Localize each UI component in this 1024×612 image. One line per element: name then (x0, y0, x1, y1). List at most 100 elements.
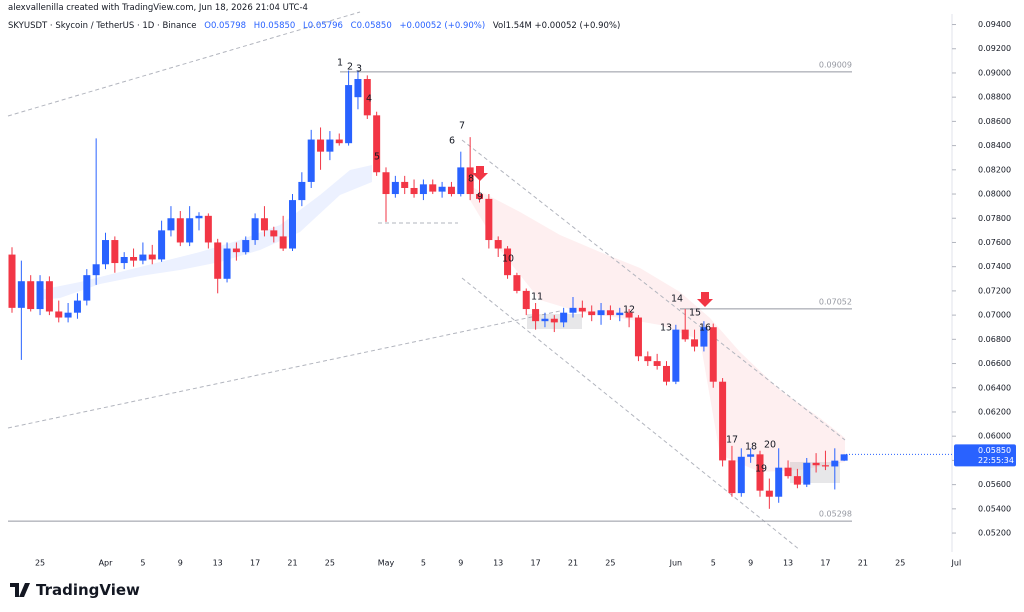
x-tick-label: 25 (325, 559, 335, 568)
candle-body (700, 327, 708, 347)
candle-body (476, 194, 483, 199)
candle-body (840, 454, 848, 461)
x-tick-label: 13 (783, 559, 793, 568)
y-tick-label: 0.07800 (978, 214, 1011, 223)
candle-body (326, 139, 334, 152)
wave-label: 2 (347, 62, 353, 73)
candle-body (681, 329, 689, 340)
candle-body (504, 248, 512, 276)
y-tick-label: 0.05400 (978, 504, 1011, 513)
candle-body (373, 115, 381, 173)
x-tick-label: May (378, 559, 395, 568)
x-tick-label: 13 (493, 559, 503, 568)
wave-label: 5 (374, 152, 380, 163)
channel-line (461, 277, 801, 551)
candle-body (73, 300, 81, 313)
x-tick-label: 5 (421, 559, 426, 568)
symbol: SKYUSDT · Skycoin / TetherUS · 1D · Bina… (8, 21, 197, 31)
y-tick-label: 0.07600 (978, 238, 1011, 247)
candle-body (513, 275, 521, 291)
candle-body (653, 361, 661, 366)
candle-body (541, 318, 549, 322)
x-tick-label: 9 (458, 559, 463, 568)
candle-body (606, 310, 614, 316)
trendline (7, 11, 361, 117)
plot-area (6, 14, 952, 552)
y-tick-label: 0.07000 (978, 311, 1011, 320)
level-label: 0.09009 (819, 60, 852, 69)
candle-body (307, 139, 315, 182)
candle-body (560, 312, 568, 323)
wave-label: 16 (699, 323, 711, 334)
candle-body (485, 198, 493, 241)
x-tick-label: Jul (951, 559, 962, 568)
candle-body (176, 218, 184, 243)
y-tick-label: 0.06800 (978, 335, 1011, 344)
y-tick-label: 0.08800 (978, 93, 1011, 102)
level-label: 0.05298 (819, 510, 852, 519)
candle-body (803, 462, 811, 485)
candle-body (130, 256, 138, 261)
x-tick-label: Jun (669, 559, 683, 568)
candle-body (597, 310, 605, 316)
candle-body (363, 79, 371, 116)
y-tick-label: 0.09000 (978, 68, 1011, 77)
candle-body (317, 139, 325, 152)
y-tick-label: 0.06000 (978, 432, 1011, 441)
candle-body (55, 311, 63, 318)
ohlc-value: H0.05850 (253, 21, 296, 31)
candle-body (691, 339, 699, 347)
candle-body (494, 240, 502, 249)
candle-body (17, 281, 25, 308)
wave-label: 10 (502, 254, 514, 265)
x-tick-label: 5 (140, 559, 145, 568)
ohlc-value: O0.05798 (204, 21, 247, 31)
y-tick-label: 0.06400 (978, 383, 1011, 392)
y-tick-label: 0.09200 (978, 44, 1011, 53)
candle-body (457, 167, 465, 195)
x-tick-label: 17 (531, 559, 541, 568)
candle-body (36, 281, 44, 310)
x-tick-label: 21 (858, 559, 868, 568)
legend: SKYUSDT · Skycoin / TetherUS · 1D · Bina… (8, 21, 625, 31)
candle-body (812, 462, 820, 466)
candle-body (634, 317, 642, 357)
brand: TradingView (10, 581, 140, 599)
x-tick-label: 25 (605, 559, 615, 568)
arrow (697, 292, 713, 307)
candle-body (251, 218, 259, 241)
candle-body (382, 172, 390, 195)
candle-body (232, 248, 240, 253)
candle-body (756, 454, 764, 491)
candle-body (765, 490, 773, 497)
candle-body (120, 256, 128, 264)
y-tick-label: 0.08400 (978, 141, 1011, 150)
y-tick-label: 0.09400 (978, 20, 1011, 29)
ohlc-value: C0.05850 (350, 21, 392, 31)
candle-body (102, 240, 109, 265)
candle-body (737, 456, 745, 494)
y-tick-label: 0.05600 (978, 480, 1011, 489)
countdown: 22:55:34 (978, 456, 1014, 465)
candle-body (167, 218, 175, 231)
candle-body (569, 307, 577, 313)
y-tick-label: 0.08600 (978, 117, 1011, 126)
candle-body (391, 181, 399, 195)
candle-body (45, 281, 53, 312)
candle-body (747, 454, 755, 457)
x-tick-label: 21 (287, 559, 297, 568)
wave-label: 7 (459, 121, 465, 132)
wave-label: 17 (726, 435, 738, 446)
candle-body (663, 365, 670, 382)
x-tick-label: 17 (250, 559, 260, 568)
candle-body (419, 184, 427, 195)
ohlc-value: L0.05796 (303, 21, 343, 31)
wave-label: 19 (755, 464, 767, 475)
wave-label: 3 (356, 64, 362, 75)
candle-body (139, 254, 147, 261)
candle-body (8, 254, 16, 308)
candle-body (204, 215, 212, 243)
candle-body (616, 312, 624, 316)
x-tick-label: Apr (99, 559, 114, 568)
